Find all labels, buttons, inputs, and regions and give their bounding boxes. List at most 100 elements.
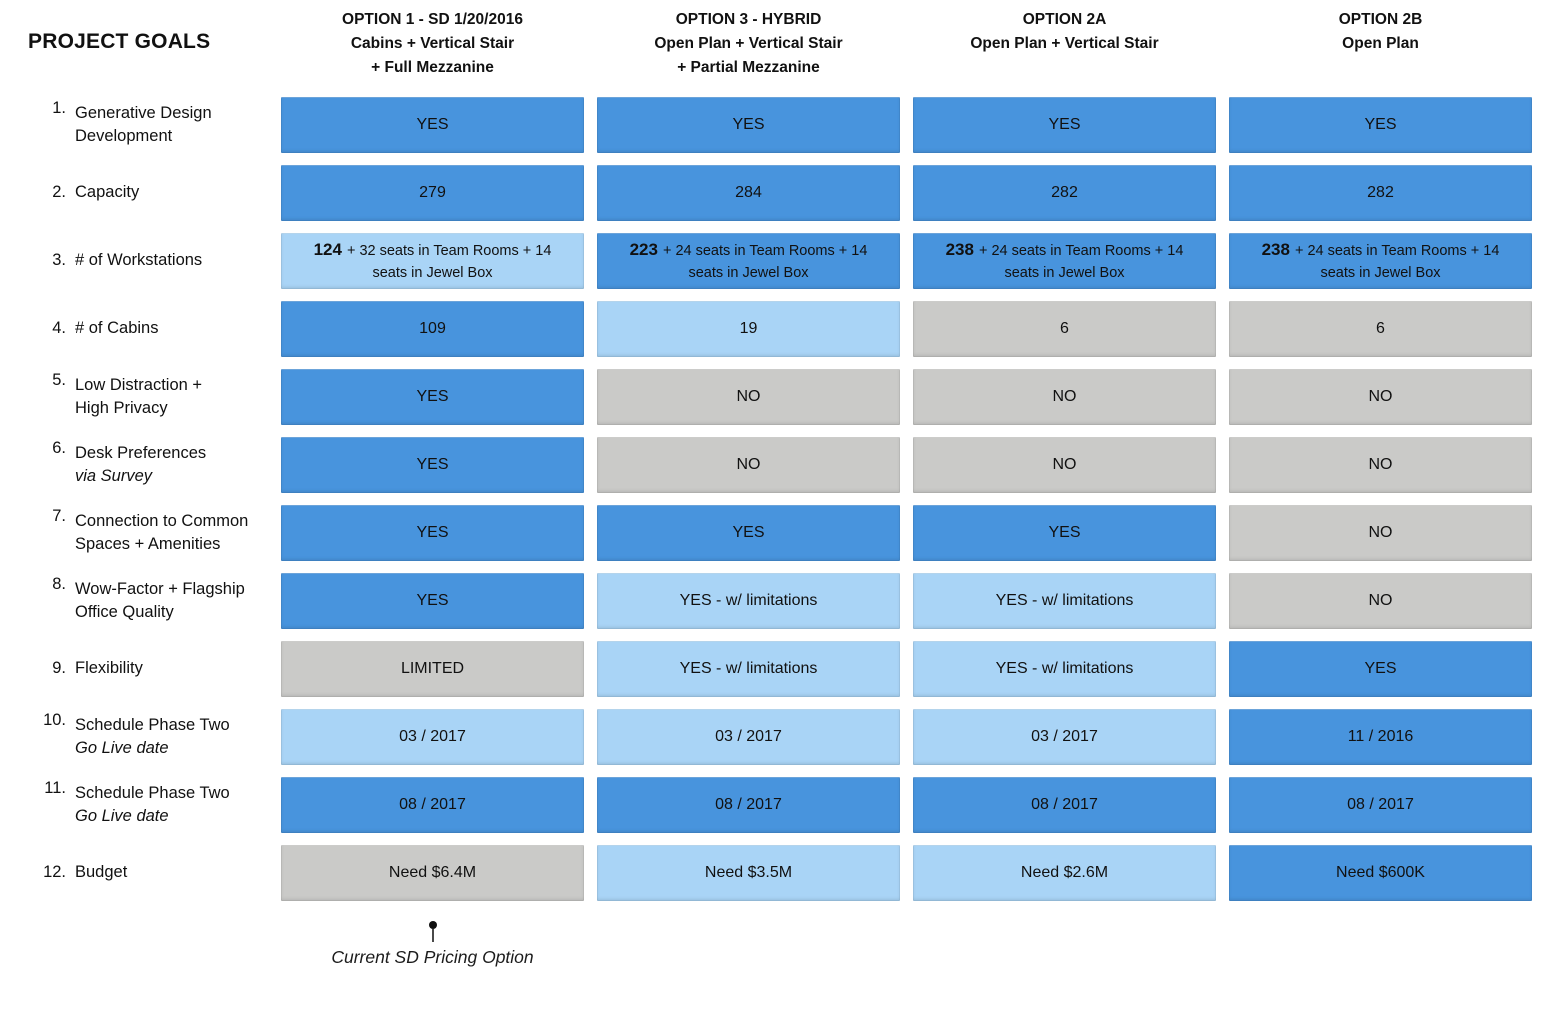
row-label-flexibility: 9. Flexibility xyxy=(28,641,268,697)
cell-r9-option2a: YES - w/ limitations xyxy=(913,641,1216,697)
cell-r5-option1: YES xyxy=(281,369,584,425)
cell-r6-option1: YES xyxy=(281,437,584,493)
cell-r7-option1: YES xyxy=(281,505,584,561)
cell-r3-option2a: 238 + 24 seats in Team Rooms + 14 seats i… xyxy=(913,233,1216,289)
cell-r12-option3: Need $3.5M xyxy=(597,845,900,901)
cell-r3-option3: 223 + 24 seats in Team Rooms + 14 seats i… xyxy=(597,233,900,289)
cell-r8-option2b: NO xyxy=(1229,573,1532,629)
row-number: 1. xyxy=(52,99,66,117)
column-subtitle-line2: + Partial Mezzanine xyxy=(677,59,820,77)
column-subtitle-line1: Cabins + Vertical Stair xyxy=(350,35,515,53)
row-number: 4. xyxy=(52,319,66,338)
cell-r5-option2a: NO xyxy=(913,369,1216,425)
comparison-matrix: PROJECT GOALS OPTION 1 - SD 1/20/2016 Ca… xyxy=(28,0,1532,1003)
cell-r3-option1: 124 + 32 seats in Team Rooms + 14 seats i… xyxy=(281,233,584,289)
column-subtitle-line1: Open Plan xyxy=(1342,35,1419,53)
workstation-detail: + 24 seats in Team Rooms + 14 seats in J… xyxy=(662,242,868,281)
workstation-detail: + 32 seats in Team Rooms + 14 seats in J… xyxy=(346,242,552,281)
workstation-detail: + 24 seats in Team Rooms + 14 seats in J… xyxy=(1294,242,1500,281)
cell-r4-option2a: 6 xyxy=(913,301,1216,357)
cell-r11-option3: 08 / 2017 xyxy=(597,777,900,833)
column-subtitle-line2: + Full Mezzanine xyxy=(371,59,494,77)
column-title: OPTION 2A xyxy=(1022,11,1107,28)
row-number: 7. xyxy=(52,507,66,525)
cell-r12-option2a: Need $2.6M xyxy=(913,845,1216,901)
current-option-note: Current SD Pricing Option xyxy=(281,913,584,1003)
column-title: OPTION 1 - SD 1/20/2016 xyxy=(342,11,523,28)
column-header-option-3: OPTION 3 - HYBRID Open Plan + Vertical S… xyxy=(597,0,900,85)
cell-r2-option3: 284 xyxy=(597,165,900,221)
row-label-line2: Go Live date xyxy=(75,739,169,757)
cell-r7-option3: YES xyxy=(597,505,900,561)
cell-r11-option2b: 08 / 2017 xyxy=(1229,777,1532,833)
row-label-line1: # of Cabins xyxy=(75,319,159,338)
row-number: 6. xyxy=(52,439,66,457)
row-number: 11. xyxy=(44,779,66,797)
column-subtitle-line1: Open Plan + Vertical Stair xyxy=(654,35,843,53)
cell-r10-option1: 03 / 2017 xyxy=(281,709,584,765)
row-number: 5. xyxy=(52,371,66,389)
pin-icon xyxy=(428,921,437,942)
cell-r11-option1: 08 / 2017 xyxy=(281,777,584,833)
row-label-line1: Low Distraction + xyxy=(75,375,203,394)
cell-r10-option2a: 03 / 2017 xyxy=(913,709,1216,765)
cell-r8-option1: YES xyxy=(281,573,584,629)
row-number: 9. xyxy=(52,659,66,678)
cell-r2-option2b: 282 xyxy=(1229,165,1532,221)
row-label-schedule-phase-two-1: 10. Schedule Phase Two Go Live date xyxy=(28,709,268,765)
row-label-desk-preferences: 6. Desk Preferences via Survey xyxy=(28,437,268,493)
row-label-line2: High Privacy xyxy=(75,399,168,417)
row-label-line1: Connection to Common xyxy=(75,511,249,530)
row-label-line1: Generative Design xyxy=(75,103,212,122)
row-number: 8. xyxy=(52,575,66,593)
cell-r6-option2b: NO xyxy=(1229,437,1532,493)
workstation-count: 238 xyxy=(1261,239,1290,259)
row-label-line2: Office Quality xyxy=(75,603,174,621)
cell-r7-option2a: YES xyxy=(913,505,1216,561)
cell-r3-option2b: 238 + 24 seats in Team Rooms + 14 seats i… xyxy=(1229,233,1532,289)
cell-r4-option2b: 6 xyxy=(1229,301,1532,357)
row-label-line1: Flexibility xyxy=(75,659,143,678)
column-title: OPTION 3 - HYBRID xyxy=(675,11,822,28)
cell-r4-option3: 19 xyxy=(597,301,900,357)
row-label-generative-design: 1. Generative Design Development xyxy=(28,97,268,153)
row-label-capacity: 2. Capacity xyxy=(28,165,268,221)
cell-r1-option2b: YES xyxy=(1229,97,1532,153)
cell-r12-option2b: Need $600K xyxy=(1229,845,1532,901)
cell-r2-option2a: 282 xyxy=(913,165,1216,221)
cell-r7-option2b: NO xyxy=(1229,505,1532,561)
cell-r9-option2b: YES xyxy=(1229,641,1532,697)
cell-r11-option2a: 08 / 2017 xyxy=(913,777,1216,833)
cell-r1-option3: YES xyxy=(597,97,900,153)
row-number: 12. xyxy=(43,863,66,882)
row-number: 2. xyxy=(52,183,66,202)
workstation-count: 223 xyxy=(629,239,658,259)
row-label-workstations: 3. # of Workstations xyxy=(28,233,268,289)
workstation-detail: + 24 seats in Team Rooms + 14 seats in J… xyxy=(978,242,1184,281)
cell-r1-option2a: YES xyxy=(913,97,1216,153)
cell-r8-option3: YES - w/ limitations xyxy=(597,573,900,629)
cell-r9-option1: LIMITED xyxy=(281,641,584,697)
cell-r6-option2a: NO xyxy=(913,437,1216,493)
row-label-line2: Development xyxy=(75,127,173,145)
row-label-line2: Go Live date xyxy=(75,807,169,825)
page-title: PROJECT GOALS xyxy=(28,30,211,53)
cell-r9-option3: YES - w/ limitations xyxy=(597,641,900,697)
row-label-line1: Desk Preferences xyxy=(75,443,207,462)
cell-r8-option2a: YES - w/ limitations xyxy=(913,573,1216,629)
current-option-caption: Current SD Pricing Option xyxy=(331,947,534,967)
cell-r6-option3: NO xyxy=(597,437,900,493)
workstation-count: 124 xyxy=(313,239,342,259)
column-header-option-1: OPTION 1 - SD 1/20/2016 Cabins + Vertica… xyxy=(281,0,584,85)
row-label-line1: Wow-Factor + Flagship xyxy=(75,579,245,598)
column-subtitle-line1: Open Plan + Vertical Stair xyxy=(970,35,1159,53)
cell-r1-option1: YES xyxy=(281,97,584,153)
row-label-line1: Schedule Phase Two xyxy=(75,783,230,802)
row-label-connection-common: 7. Connection to Common Spaces + Amenitie… xyxy=(28,505,268,561)
row-label-budget: 12. Budget xyxy=(28,845,268,901)
row-number: 10. xyxy=(43,711,66,729)
cell-r4-option1: 109 xyxy=(281,301,584,357)
cell-r10-option2b: 11 / 2016 xyxy=(1229,709,1532,765)
column-header-option-2b: OPTION 2B Open Plan xyxy=(1229,0,1532,85)
cell-r12-option1: Need $6.4M xyxy=(281,845,584,901)
